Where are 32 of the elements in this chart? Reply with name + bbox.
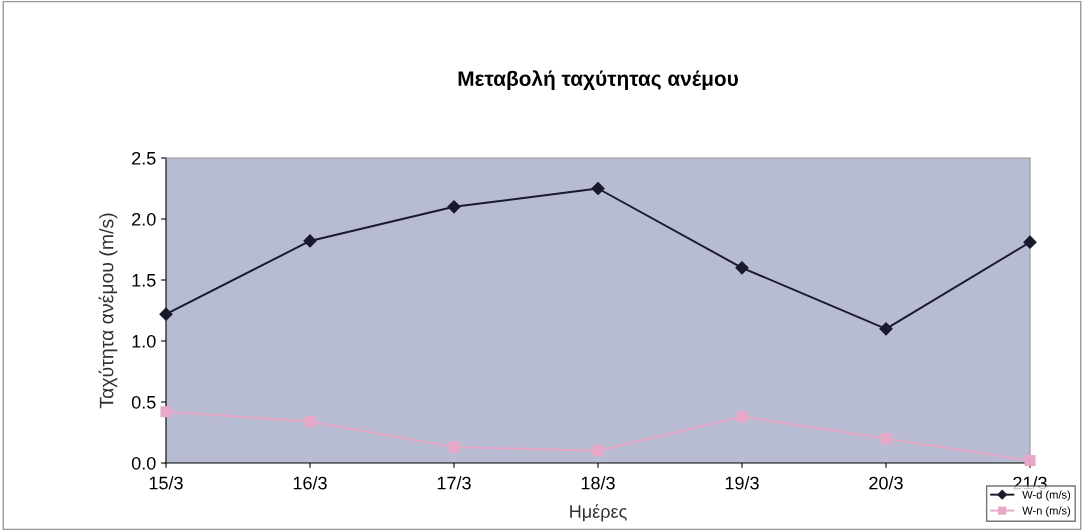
x-tick-label: 16/3 (293, 476, 327, 490)
point (304, 415, 316, 428)
y-tick-label: 1.5 (132, 274, 156, 287)
x-tick-label: 17/3 (437, 476, 471, 490)
x-tick-label: 19/3 (725, 476, 759, 490)
point (1023, 235, 1037, 249)
point (160, 406, 172, 418)
y-axis-title: Ταχύτητα ανέμου (m/s) (98, 213, 118, 409)
y-tick-label: 0.5 (131, 395, 156, 409)
y-tick-label: 0.0 (131, 456, 156, 470)
y-tick-label: 2.5 (132, 151, 156, 165)
point (879, 322, 893, 336)
x-tick-label: 21/3 (1013, 476, 1047, 490)
point (880, 433, 892, 445)
point (159, 307, 173, 321)
x-axis-title: Ημέρες (570, 504, 627, 522)
x-tick-label: 20/3 (869, 476, 903, 490)
legend-label: W-n (m/s) (1022, 506, 1071, 517)
point (303, 234, 317, 248)
point (591, 181, 605, 196)
point (448, 441, 460, 453)
point (447, 200, 461, 214)
point (735, 261, 749, 275)
point (592, 445, 604, 457)
x-tick-label: 18/3 (581, 476, 615, 490)
chart-title: Μεταβολή ταχύτητας ανέμου (458, 70, 738, 91)
point (1024, 455, 1036, 467)
y-tick-label: 1.0 (132, 334, 156, 348)
legend-label: W-d (m/s) (1022, 490, 1071, 501)
y-tick-label: 2.0 (132, 212, 156, 226)
x-tick-label: 15/3 (149, 476, 183, 490)
point (736, 411, 748, 423)
